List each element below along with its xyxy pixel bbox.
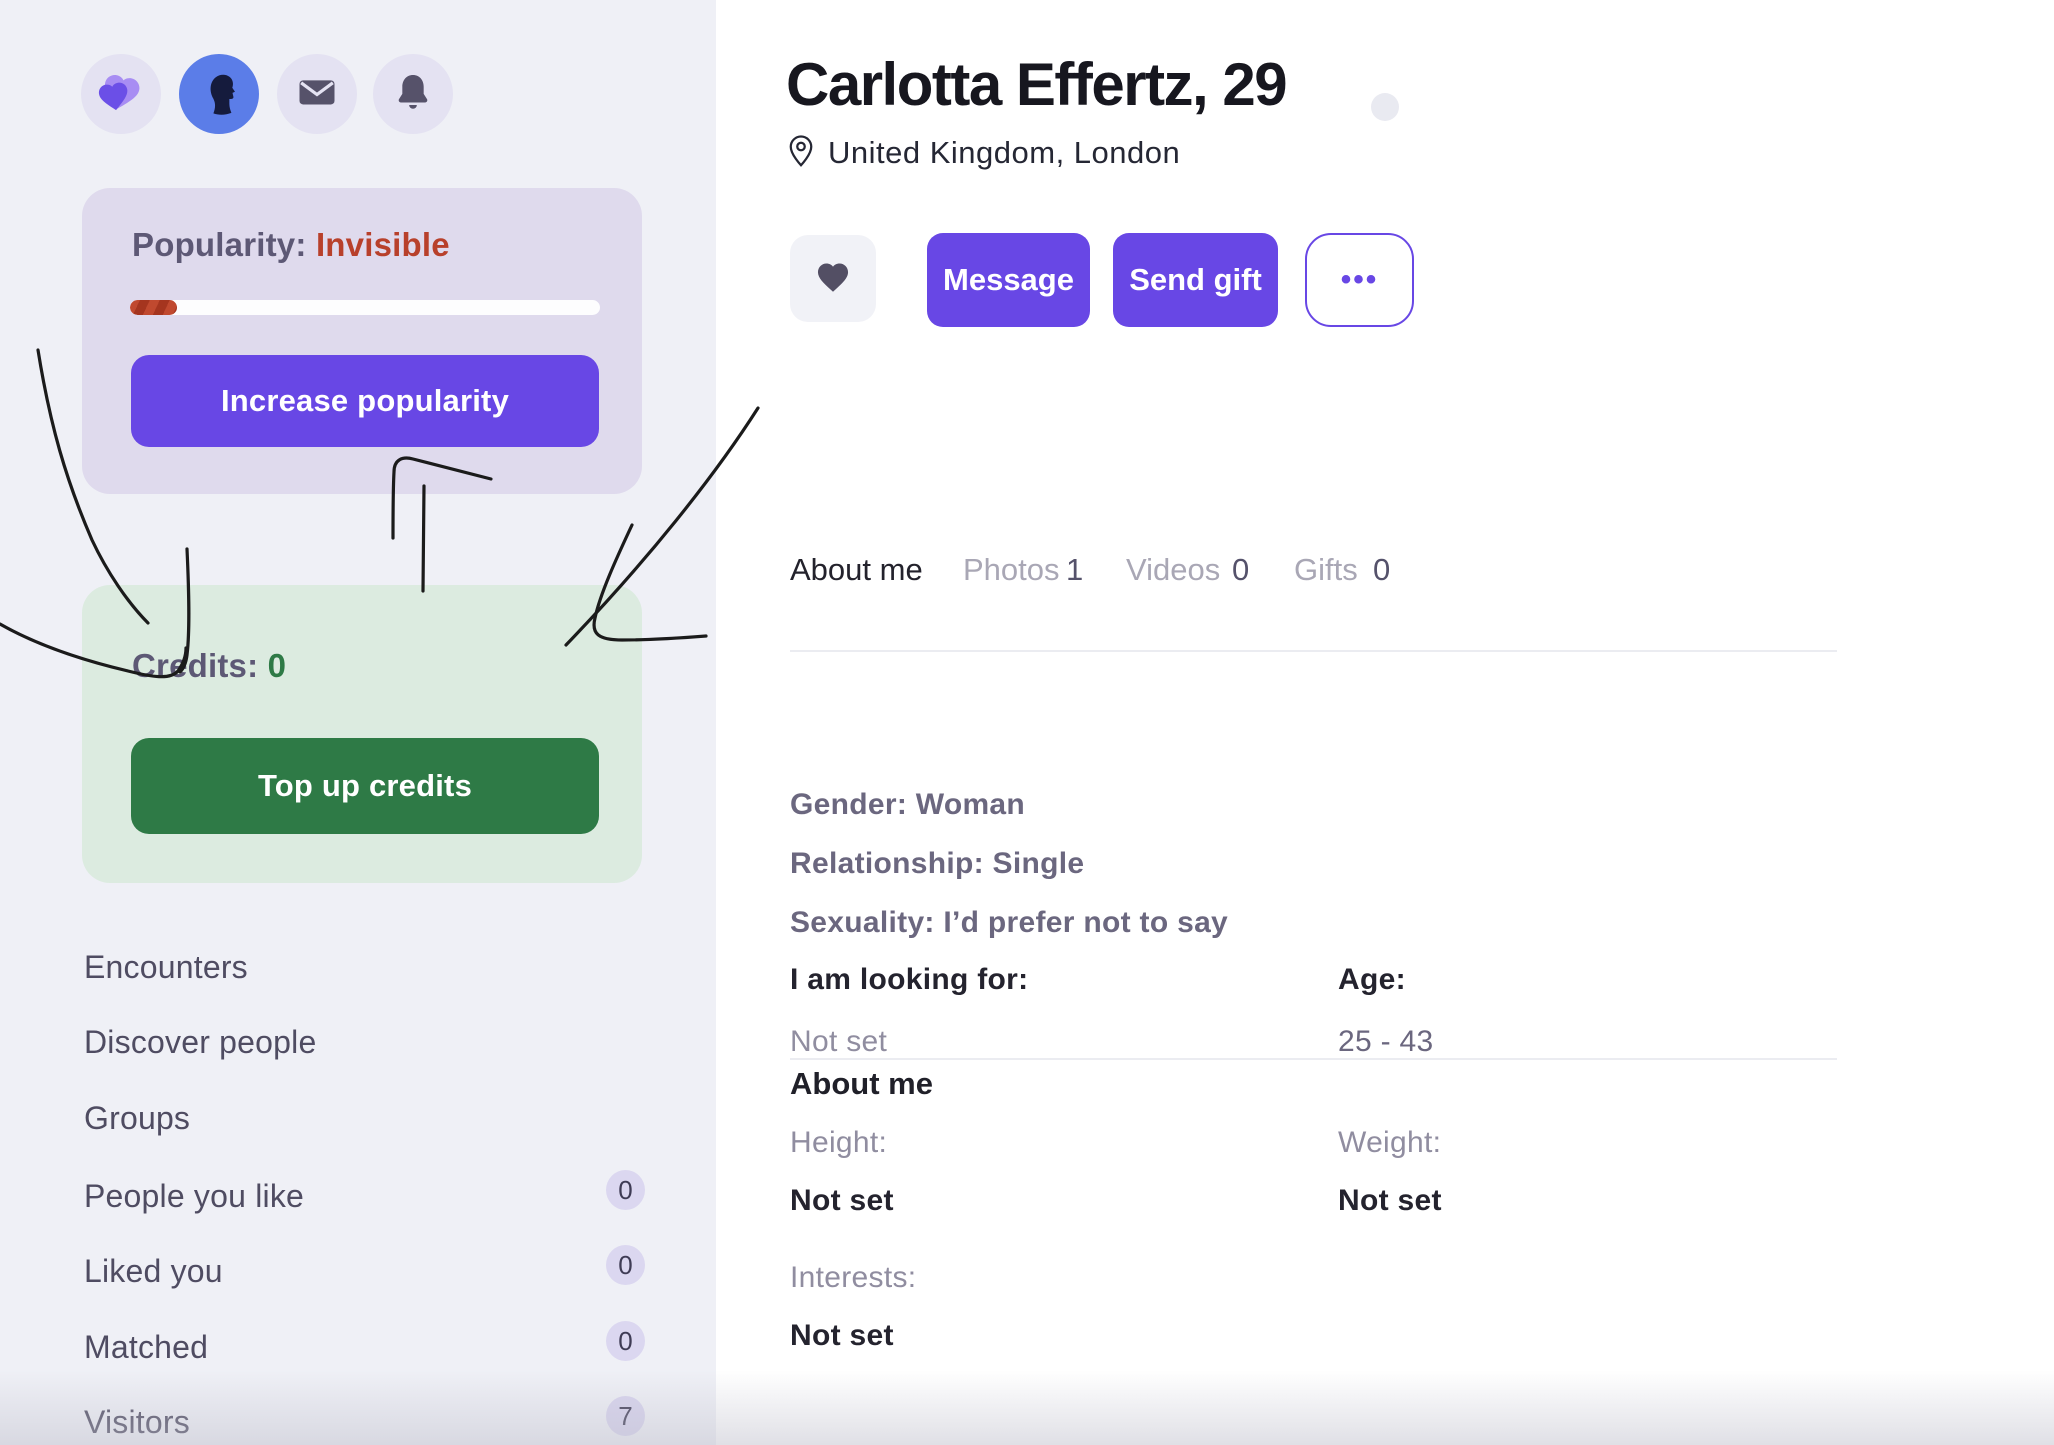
- sidebar-item-liked-you[interactable]: Liked you 0: [84, 1245, 646, 1293]
- count-badge: 0: [606, 1245, 645, 1285]
- popularity-label: Popularity: Invisible: [132, 226, 450, 263]
- brand-heart-icon: [98, 70, 144, 119]
- interests-value: Not set: [790, 1319, 894, 1352]
- popularity-status: Invisible: [315, 226, 450, 263]
- count-badge: 0: [606, 1321, 645, 1361]
- brand-logo[interactable]: [81, 54, 161, 134]
- sidebar: Popularity: Invisible Increase popularit…: [0, 0, 716, 1445]
- attribute-sexuality: Sexuality: I’d prefer not to say: [790, 906, 1229, 939]
- sidebar-item-people-you-like[interactable]: People you like 0: [84, 1170, 646, 1218]
- message-button[interactable]: Message: [927, 233, 1090, 327]
- sidebar-item-matched[interactable]: Matched 0: [84, 1321, 646, 1369]
- notifications-button[interactable]: [373, 54, 453, 134]
- tab-videos[interactable]: Videos: [1126, 552, 1221, 587]
- popularity-progress-fill: [130, 300, 177, 315]
- sidebar-item-encounters[interactable]: Encounters: [84, 948, 248, 985]
- tab-gifts[interactable]: Gifts: [1294, 552, 1358, 587]
- send-gift-button[interactable]: Send gift: [1113, 233, 1278, 327]
- credits-card: Credits: 0 Top up credits: [82, 585, 642, 883]
- height-value: Not set: [790, 1184, 894, 1217]
- profile-location: United Kingdom, London: [786, 132, 1180, 173]
- attribute-gender: Gender: Woman: [790, 788, 1026, 821]
- location-text: United Kingdom, London: [828, 134, 1181, 170]
- sidebar-item-visitors[interactable]: Visitors 7: [84, 1396, 646, 1444]
- location-pin-icon: [786, 132, 816, 173]
- age-value: 25 - 43: [1338, 1025, 1434, 1058]
- attribute-relationship: Relationship: Single: [790, 847, 1085, 880]
- messages-button[interactable]: [277, 54, 357, 134]
- popularity-progress-bar: [130, 300, 600, 315]
- age-label: Age:: [1338, 963, 1406, 996]
- profile-silhouette-icon: [192, 65, 246, 124]
- more-options-button[interactable]: •••: [1305, 233, 1414, 327]
- credits-label: Credits: 0: [132, 647, 287, 684]
- mail-icon: [297, 72, 337, 117]
- profile-name-age: Carlotta Effertz, 29: [786, 51, 1288, 118]
- credits-value: 0: [267, 647, 287, 684]
- divider: [790, 650, 1837, 652]
- sidebar-item-groups[interactable]: Groups: [84, 1099, 191, 1136]
- tab-about-me[interactable]: About me: [790, 552, 923, 587]
- top-up-credits-button[interactable]: Top up credits: [131, 738, 599, 834]
- bell-icon: [392, 71, 434, 118]
- count-badge: 7: [606, 1396, 645, 1436]
- user-avatar[interactable]: [179, 54, 259, 134]
- tab-gifts-count: 0: [1373, 552, 1391, 587]
- weight-label: Weight:: [1338, 1126, 1442, 1159]
- interests-label: Interests:: [790, 1261, 917, 1294]
- online-status-dot: [1371, 93, 1399, 121]
- looking-for-value: Not set: [790, 1025, 888, 1058]
- count-badge: 0: [606, 1170, 645, 1210]
- popularity-card: Popularity: Invisible Increase popularit…: [82, 188, 642, 494]
- divider: [790, 1058, 1837, 1060]
- sidebar-item-discover-people[interactable]: Discover people: [84, 1023, 317, 1060]
- tab-photos[interactable]: Photos: [963, 552, 1060, 587]
- tab-videos-count: 0: [1232, 552, 1250, 587]
- heart-icon: [813, 258, 853, 299]
- height-label: Height:: [790, 1126, 888, 1159]
- weight-value: Not set: [1338, 1184, 1442, 1217]
- looking-for-label: I am looking for:: [790, 963, 1029, 996]
- increase-popularity-button[interactable]: Increase popularity: [131, 355, 599, 447]
- tab-photos-count: 1: [1066, 552, 1084, 587]
- about-me-heading: About me: [790, 1066, 933, 1101]
- like-button[interactable]: [790, 235, 876, 322]
